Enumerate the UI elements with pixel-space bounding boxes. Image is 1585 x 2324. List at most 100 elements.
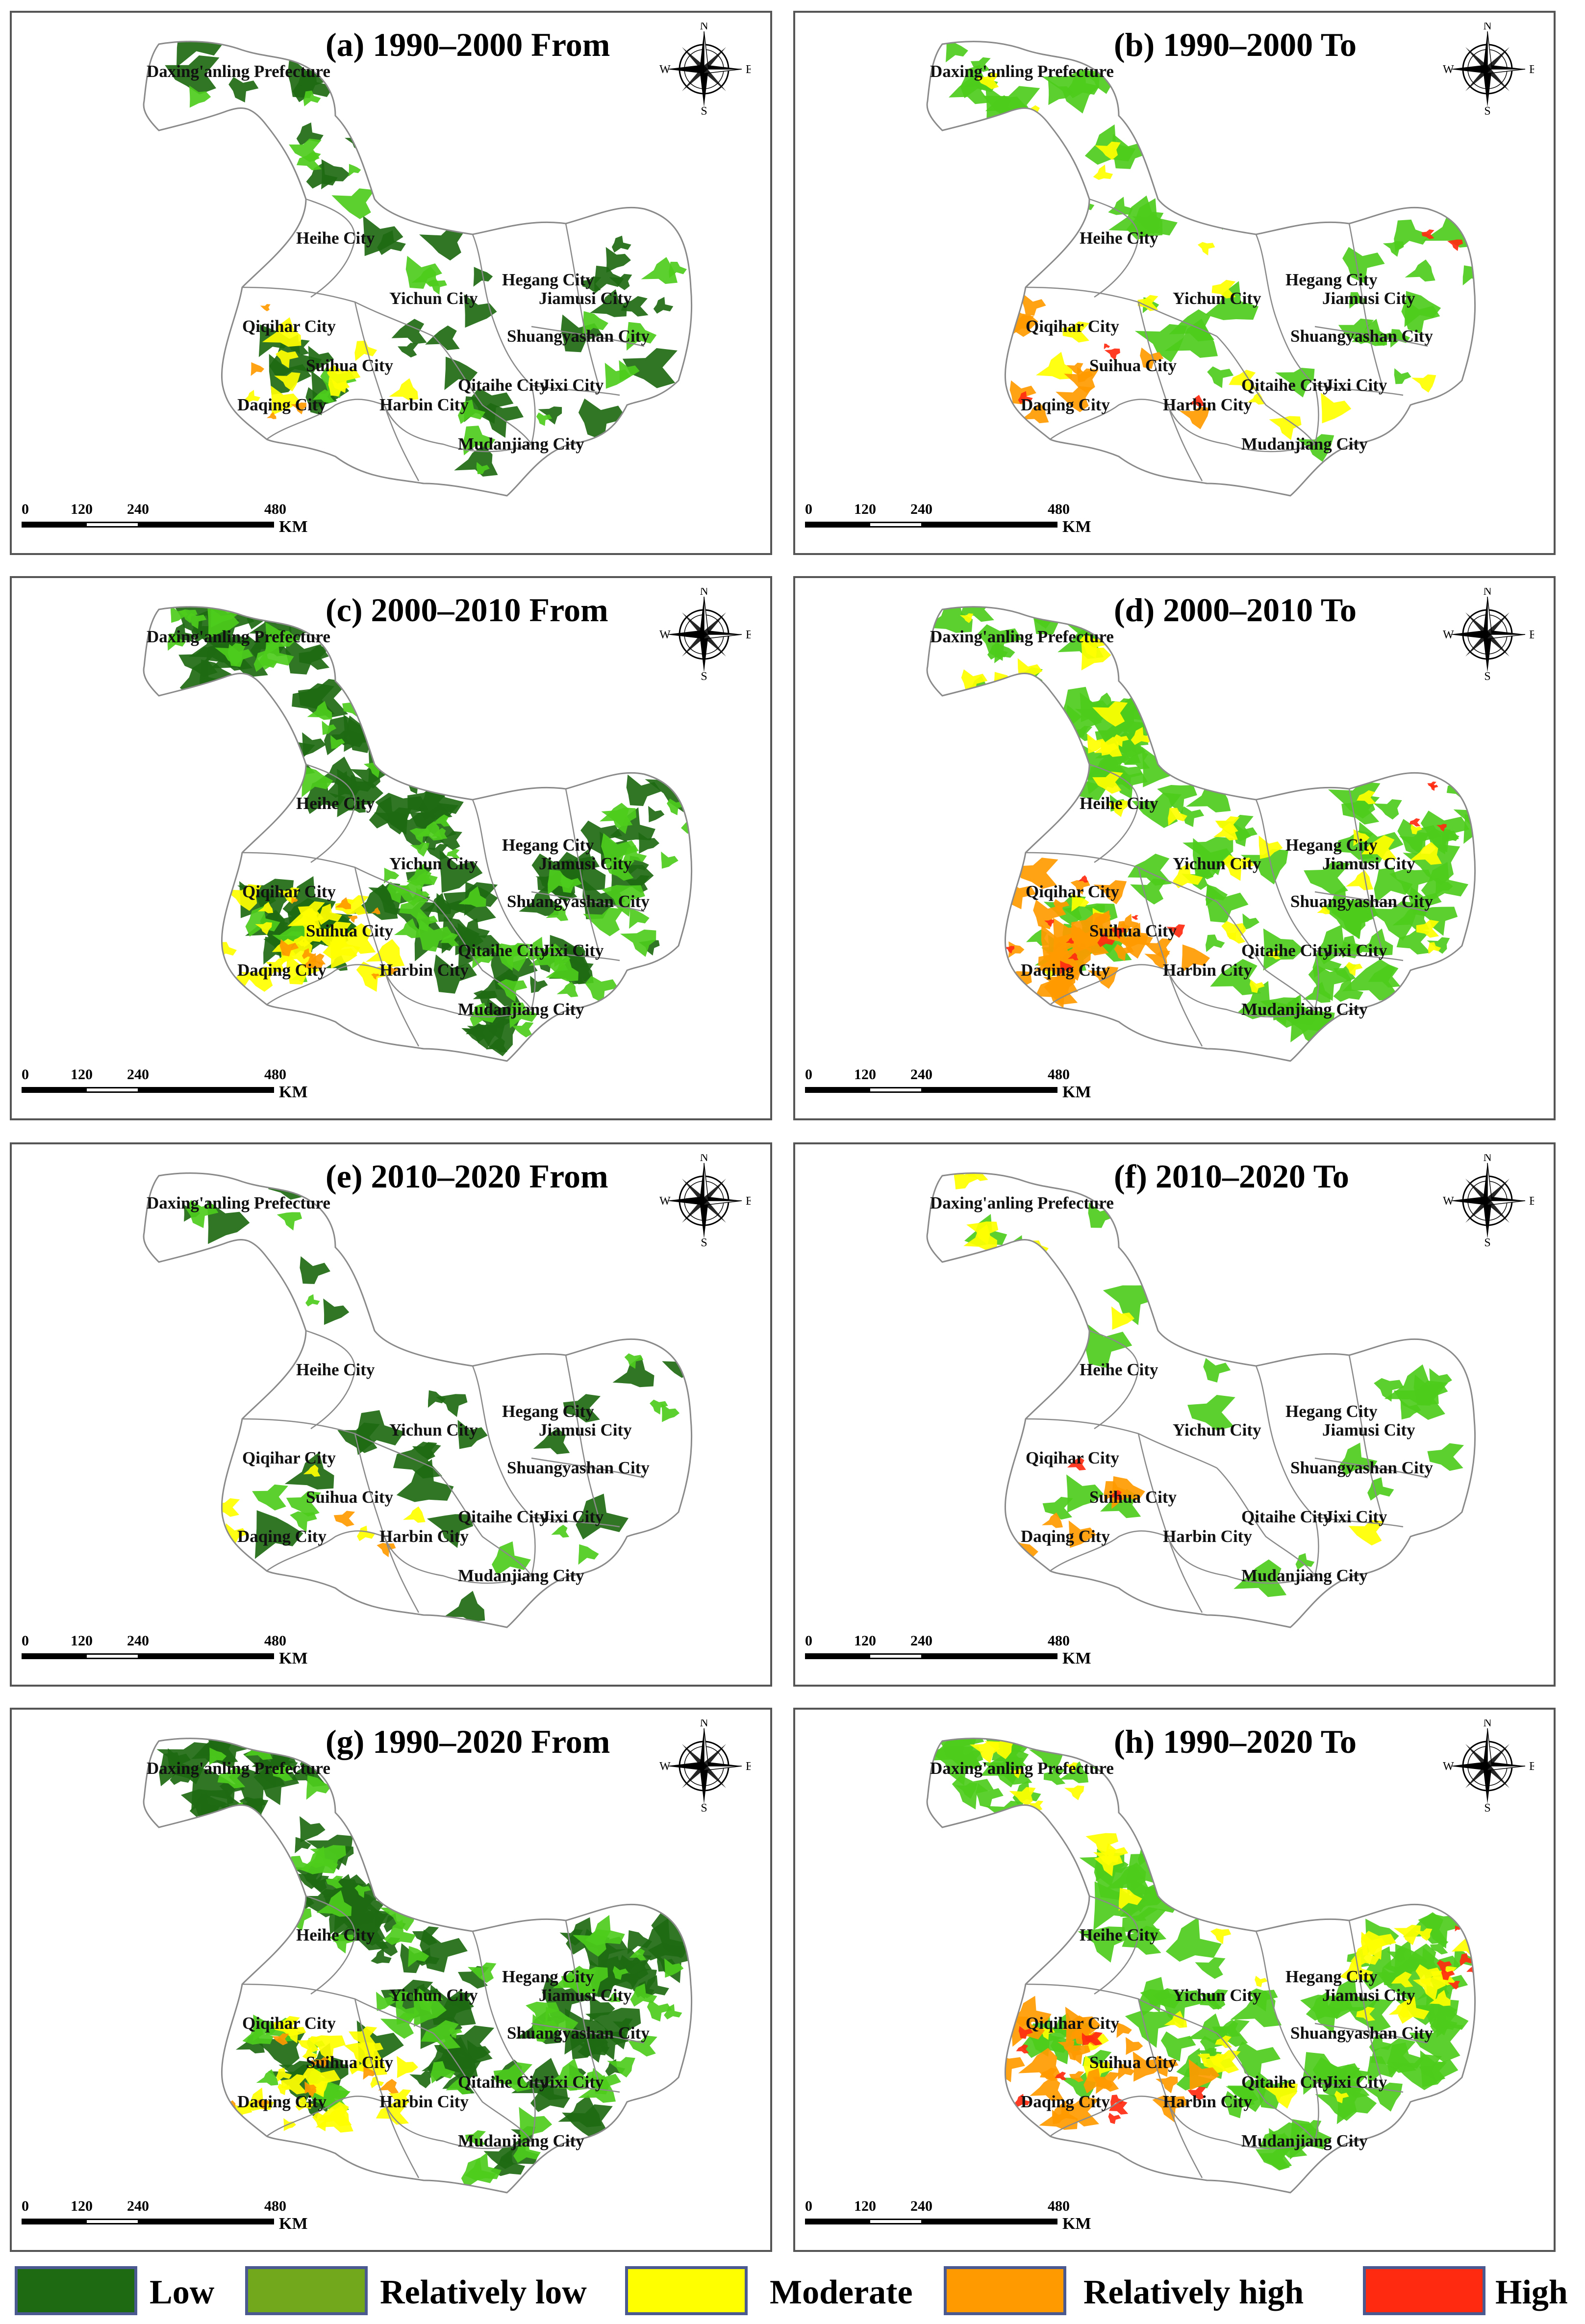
province-land	[927, 1173, 1475, 1627]
region-label-shuangyashan: Shuangyashan City	[507, 1458, 650, 1477]
city-boundary	[1255, 1365, 1315, 1517]
city-boundary	[1314, 2082, 1319, 2142]
region-label-jixi: Jixi City	[1325, 941, 1387, 960]
map-panel: (h) 1990–2020 To Daxing'anling Prefecture…	[793, 1708, 1556, 2252]
region-label-hegang: Hegang City	[1285, 270, 1378, 289]
region-label-heihe: Heihe City	[1080, 794, 1158, 813]
city-boundary	[1314, 2022, 1428, 2044]
compass-e-label: E	[1529, 1760, 1534, 1773]
province-outline	[143, 1172, 693, 1628]
scale-segment	[869, 1087, 923, 1093]
scale-bar: 0 120 240 480 KM	[22, 501, 365, 540]
compass-n-label: N	[700, 23, 708, 32]
compass-w-label: W	[659, 1195, 671, 1208]
scale-unit-label: KM	[279, 1083, 308, 1101]
region-label-shuangyashan: Shuangyashan City	[507, 327, 650, 346]
province-outline	[926, 41, 1476, 497]
compass-w-label: W	[659, 1760, 671, 1773]
region-label-hegang: Hegang City	[502, 1967, 594, 1986]
compass-rose-icon: N S E W	[659, 1154, 751, 1247]
region-label-qiqihar: Qiqihar City	[242, 882, 336, 901]
scale-segment	[869, 2219, 923, 2224]
region-label-qitaihe: Qitaihe City	[1241, 376, 1332, 395]
region-label-daxinganling: Daxing'anling Prefecture	[930, 627, 1114, 646]
region-label-qiqihar: Qiqihar City	[242, 2014, 336, 2033]
scale-segment	[85, 2219, 139, 2224]
region-label-heihe: Heihe City	[296, 1360, 375, 1379]
province-land	[927, 41, 1475, 496]
compass-rose-icon: N S E W	[659, 23, 751, 116]
scale-tick-label: 240	[127, 501, 149, 517]
compass-w-label: W	[659, 629, 671, 641]
region-label-daxinganling: Daxing'anling Prefecture	[147, 1759, 330, 1778]
scale-segment	[869, 522, 923, 528]
panel-title: (e) 2010–2020 From	[326, 1158, 608, 1195]
city-boundary	[1348, 788, 1384, 956]
province-outline	[926, 606, 1476, 1062]
region-label-hegang: Hegang City	[1285, 835, 1378, 855]
city-boundary	[383, 2101, 532, 2149]
map-panel: (b) 1990–2000 To Daxing'anling Prefecture…	[793, 11, 1556, 555]
region-label-heihe: Heihe City	[1080, 1360, 1158, 1379]
region-label-daqing: Daqing City	[1021, 1527, 1110, 1546]
legend-label-low: Low	[150, 2273, 215, 2311]
scale-unit-label: KM	[279, 1649, 308, 1667]
scale-tick-label: 120	[71, 2198, 93, 2214]
province-outline	[143, 606, 693, 1062]
panel-title: (b) 1990–2000 To	[1114, 26, 1357, 63]
city-boundary	[531, 950, 620, 961]
city-boundary	[1314, 891, 1428, 912]
scale-tick-label: 480	[264, 501, 286, 517]
compass-e-label: E	[746, 1195, 751, 1208]
legend-label-relatively-high: Relatively high	[1083, 2273, 1304, 2311]
region-label-heihe: Heihe City	[1080, 1925, 1158, 1945]
scale-segment	[22, 1087, 85, 1093]
city-boundary	[1216, 1467, 1316, 1576]
region-label-mudanjiang: Mudanjiang City	[1241, 434, 1368, 454]
compass-rose-icon: N S E W	[1443, 1719, 1534, 1813]
compass-s-label: S	[701, 105, 707, 116]
compass-s-label: S	[701, 670, 707, 681]
compass-e-label: E	[1529, 629, 1534, 641]
sensitivity-raster	[954, 1173, 1464, 1597]
region-label-yichun: Yichun City	[1173, 1420, 1261, 1440]
region-label-shuangyashan: Shuangyashan City	[1290, 2023, 1433, 2043]
city-boundary	[1314, 326, 1428, 347]
region-label-mudanjiang: Mudanjiang City	[458, 434, 584, 454]
sensitivity-raster	[927, 1738, 1475, 2171]
region-label-daqing: Daqing City	[237, 395, 327, 414]
legend-label-high: High	[1495, 2273, 1568, 2311]
region-label-heihe: Heihe City	[296, 794, 375, 813]
region-label-daqing: Daqing City	[237, 2092, 327, 2111]
city-boundary	[1255, 234, 1315, 386]
panel-title: (d) 2000–2010 To	[1114, 591, 1357, 629]
scale-unit-label: KM	[1062, 1083, 1091, 1101]
region-label-qitaihe: Qitaihe City	[1241, 941, 1332, 960]
region-label-heihe: Heihe City	[1080, 228, 1158, 248]
scale-tick-label: 0	[22, 1066, 29, 1083]
region-label-qiqihar: Qiqihar City	[1026, 2014, 1119, 2033]
region-label-hegang: Hegang City	[1285, 1967, 1378, 1986]
scale-segment	[85, 522, 139, 528]
city-boundary	[1089, 1330, 1139, 1430]
city-boundary	[1050, 964, 1168, 1006]
region-label-qiqihar: Qiqihar City	[1026, 882, 1119, 901]
region-label-jiamusi: Jiamusi City	[539, 1986, 632, 2005]
compass-n-label: N	[700, 1719, 708, 1729]
scale-segment	[22, 522, 85, 528]
region-label-qiqihar: Qiqihar City	[242, 1448, 336, 1467]
scale-tick-label: 240	[127, 2198, 149, 2214]
compass-e-label: E	[1529, 63, 1534, 76]
region-label-jixi: Jixi City	[541, 2072, 604, 2092]
region-label-hegang: Hegang City	[502, 1402, 594, 1421]
scale-tick-label: 480	[264, 2198, 286, 2214]
city-boundary	[266, 2096, 385, 2137]
scale-segment	[805, 1653, 869, 1659]
scale-tick-label: 0	[22, 501, 29, 517]
city-boundary	[530, 2082, 536, 2142]
region-label-harbin: Harbin City	[1163, 1527, 1252, 1546]
scale-tick-label: 0	[22, 1633, 29, 1649]
city-boundary	[1314, 950, 1319, 1010]
region-label-suihua: Suihua City	[1089, 1488, 1177, 1507]
compass-rose-icon: N S E W	[1443, 1154, 1534, 1247]
